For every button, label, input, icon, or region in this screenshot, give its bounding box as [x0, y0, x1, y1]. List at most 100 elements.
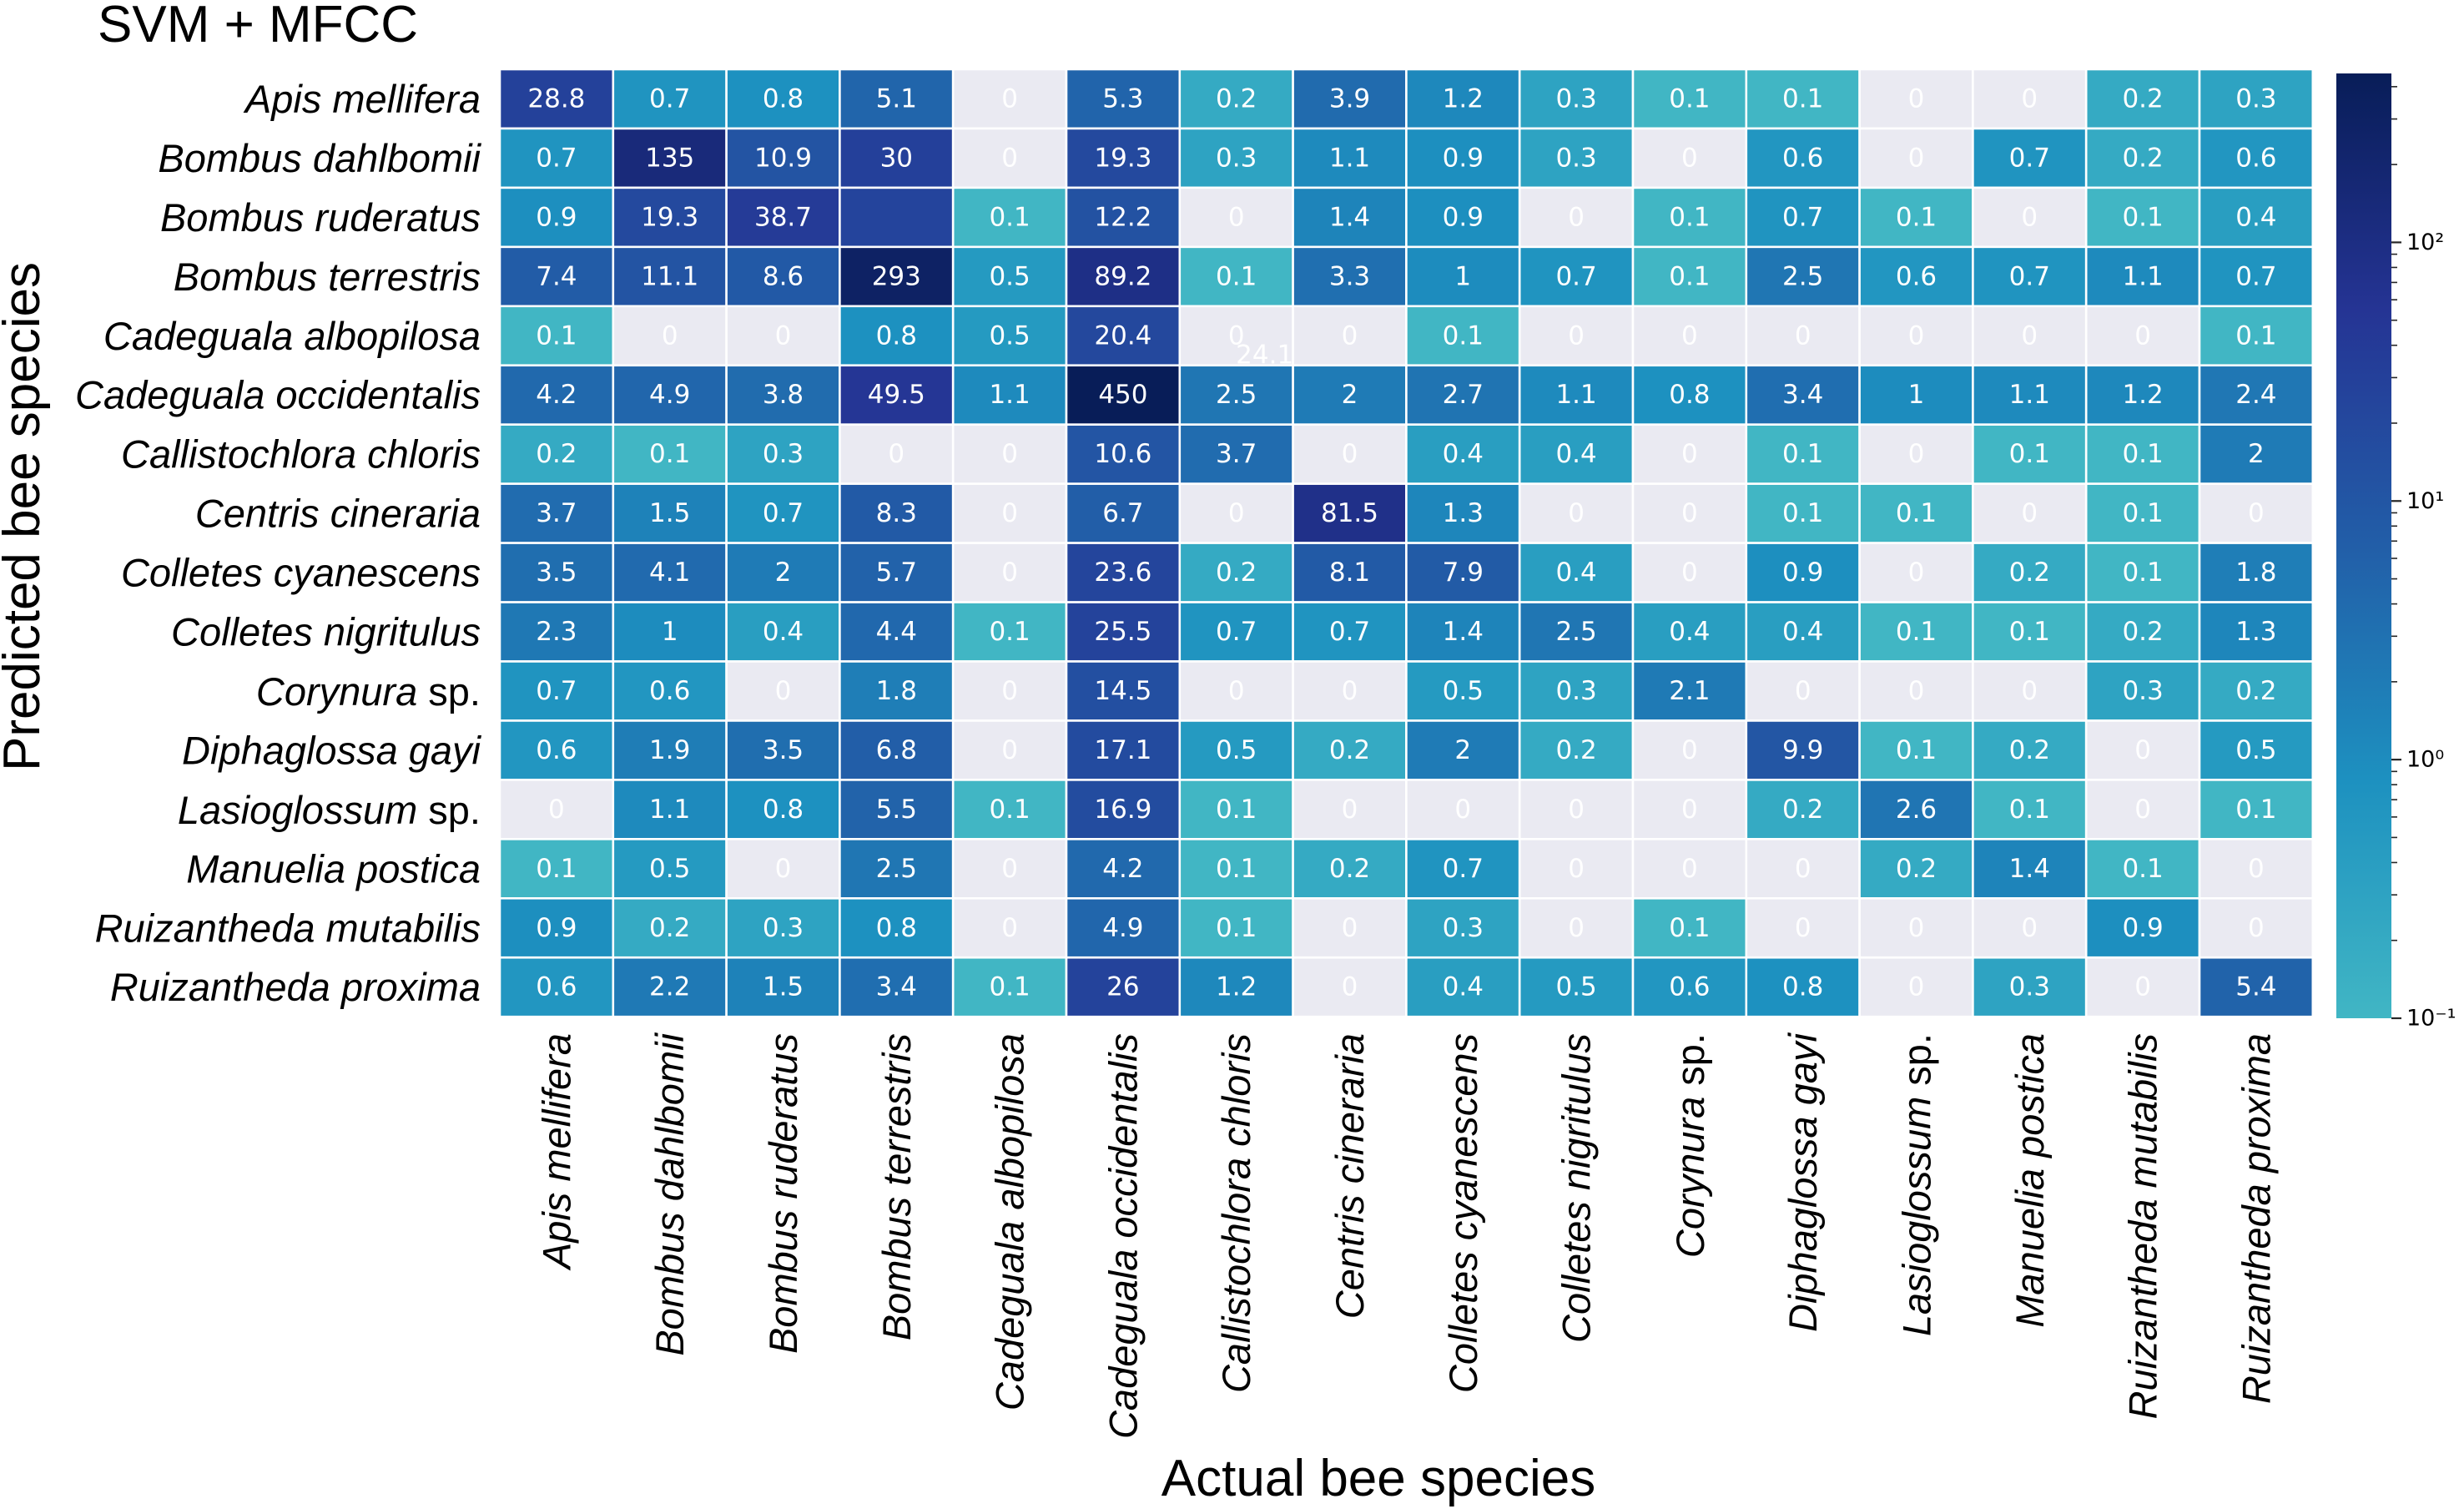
- heatmap-cell: [1745, 601, 1861, 663]
- cell-value-label: 0: [1795, 676, 1811, 706]
- cell-value-label: 0: [1228, 676, 1245, 706]
- cell-value-label: 0: [1001, 735, 1018, 765]
- heatmap-cell: [2084, 364, 2201, 426]
- cell-value-label: 0: [1228, 320, 1245, 351]
- cell-value-label: 0.2: [1555, 735, 1596, 765]
- cell-value-label: 6.7: [1102, 498, 1143, 528]
- heatmap-cell: [1858, 245, 1974, 308]
- cell-value-label: 0.2: [649, 913, 690, 943]
- cell-value-label: 5.1: [876, 83, 917, 114]
- y-tick-label: Callistochlora chloris: [121, 432, 481, 477]
- heatmap-cell: [1178, 482, 1294, 544]
- y-axis-tick-labels: Apis mellifera Bombus dahlbomii Bombus rud…: [75, 77, 482, 1009]
- y-tick-label: Cadeguala occidentalis: [75, 373, 481, 417]
- cell-value-label: 0: [1342, 795, 1358, 825]
- cell-value-label: 0: [2021, 83, 2038, 114]
- cell-value-label: 0: [1908, 83, 1925, 114]
- cell-value-label: 0.1: [1782, 83, 1823, 114]
- cell-value-label: 0: [2134, 735, 2151, 765]
- heatmap-cell: [839, 482, 955, 544]
- cell-value-label: 0.1: [1669, 261, 1710, 291]
- heatmap-cell: [1065, 245, 1182, 308]
- heatmap-cell: [1065, 127, 1182, 189]
- cell-value-label: 1.1: [1329, 143, 1370, 173]
- cell-value-label: 6.8: [876, 735, 917, 765]
- cell-value-label: 0.3: [2235, 83, 2276, 114]
- heatmap-cell: [1631, 364, 1748, 426]
- heatmap-cell: [612, 127, 728, 189]
- cell-value-label: 0: [2134, 795, 2151, 825]
- x-tick-label: Ruizantheda mutabilis: [2121, 1033, 2165, 1419]
- cell-value-label: 3.4: [1782, 380, 1823, 410]
- heatmap-cell: [725, 305, 841, 367]
- cell-value-label: 0: [1681, 735, 1698, 765]
- heatmap-cell: [2198, 601, 2315, 663]
- cell-value-label: 0.6: [649, 676, 690, 706]
- colorbar-ticks: [2391, 86, 2401, 1020]
- heatmap-cell: [2198, 719, 2315, 781]
- cell-value-label: 0.1: [1669, 913, 1710, 943]
- cell-value-label: 0.7: [2235, 261, 2276, 291]
- cell-value-label: 81.5: [1321, 498, 1378, 528]
- heatmap-cell: [498, 364, 615, 426]
- colorbar-gradient-bar: [2336, 73, 2391, 1018]
- heatmap-cell: [1405, 482, 1521, 544]
- heatmap-cell: [1065, 305, 1182, 367]
- cell-value-label: 2.7: [1443, 380, 1484, 410]
- cell-value-label: 3.7: [1216, 439, 1257, 469]
- cell-value-label: 0.3: [2009, 972, 2050, 1002]
- cell-value-label: 0.1: [1669, 202, 1710, 232]
- heatmap-cell: [2198, 68, 2315, 130]
- cell-value-label: 26: [1106, 972, 1139, 1002]
- cell-value-label: 28.8: [527, 83, 585, 114]
- cell-value-label: 4.1: [649, 558, 690, 588]
- cell-value-label: 0.1: [649, 439, 690, 469]
- heatmap-cell: [839, 838, 955, 900]
- cell-value-label: 89.2: [1094, 261, 1151, 291]
- cell-value-label: 0.1: [1896, 498, 1937, 528]
- cell-value-label: 0.1: [536, 854, 577, 884]
- cell-value-label: 0: [1228, 202, 1245, 232]
- cell-value-label: 0.9: [536, 913, 577, 943]
- heatmap-cell: [1631, 956, 1748, 1018]
- cell-value-label: 0.3: [1216, 143, 1257, 173]
- y-tick-label: Ruizantheda mutabilis: [95, 906, 481, 950]
- cell-value-label: 0: [1568, 202, 1585, 232]
- colorbar-tick-label: 10⁰: [2406, 747, 2444, 773]
- cell-value-label: 2: [1342, 380, 1358, 410]
- cell-value-label: 0.2: [1216, 558, 1257, 588]
- cell-value-label: 0.1: [1216, 795, 1257, 825]
- heatmap-cell: [1178, 423, 1294, 485]
- cell-value-label: 0.1: [1669, 83, 1710, 114]
- cell-value-label: 2: [1454, 735, 1471, 765]
- cell-value-label: 0.7: [1443, 854, 1484, 884]
- cell-value-label: 0: [1568, 320, 1585, 351]
- heatmap-cell: [612, 364, 728, 426]
- heatmap-cell: [1292, 305, 1408, 367]
- heatmap-cell: [1972, 838, 2088, 900]
- heatmap-cell: [951, 245, 1068, 308]
- cell-value-label: 0.2: [536, 439, 577, 469]
- cell-value-label: 49.5: [868, 380, 925, 410]
- cell-value-label: 0: [1681, 143, 1698, 173]
- cell-value-label: 2.5: [1555, 617, 1596, 647]
- heatmap-cell: [725, 838, 841, 900]
- x-tick-label: Colletes nigritulus: [1554, 1033, 1599, 1343]
- cell-value-label: 0.9: [1443, 143, 1484, 173]
- heatmap-cell: [1178, 127, 1294, 189]
- heatmap-cell: [1745, 127, 1861, 189]
- heatmap-cell: [498, 542, 615, 603]
- cell-value-label: 0.2: [2122, 143, 2163, 173]
- cell-value-label: 1.8: [2235, 558, 2276, 588]
- cell-value-label: 0: [1908, 972, 1925, 1002]
- heatmap-cell: [1631, 482, 1748, 544]
- heatmap-cell: [1745, 68, 1861, 130]
- x-tick-label: Apis mellifera: [534, 1033, 578, 1271]
- cell-value-label: 8.3: [876, 498, 917, 528]
- cell-value-label: 0.7: [1329, 617, 1370, 647]
- x-tick-label: Colletes cyanescens: [1441, 1033, 1485, 1393]
- cell-value-label: 0.2: [1782, 795, 1823, 825]
- cell-value-label: 5.5: [876, 795, 917, 825]
- cell-value-label: 0.4: [1555, 558, 1596, 588]
- cell-value-label: 0: [1681, 854, 1698, 884]
